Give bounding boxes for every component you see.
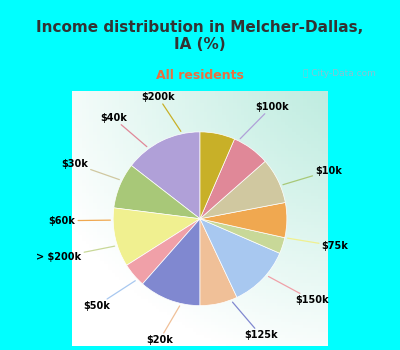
Text: $150k: $150k [268,276,328,305]
Text: $200k: $200k [141,92,181,131]
Text: $125k: $125k [232,302,278,341]
Wedge shape [142,219,200,306]
Text: All residents: All residents [156,69,244,82]
Text: > $200k: > $200k [36,246,115,262]
Text: $75k: $75k [288,238,348,251]
Text: $20k: $20k [146,306,180,345]
Wedge shape [131,132,200,219]
Text: Income distribution in Melcher-Dallas,
IA (%): Income distribution in Melcher-Dallas, I… [36,20,364,52]
Wedge shape [200,219,285,253]
Text: $50k: $50k [84,281,135,310]
Wedge shape [127,219,200,284]
Wedge shape [200,139,265,219]
Text: $30k: $30k [61,159,119,180]
Wedge shape [200,132,234,219]
Text: $60k: $60k [48,216,110,226]
Wedge shape [200,219,280,298]
Wedge shape [113,208,200,265]
Text: $40k: $40k [100,113,147,147]
Wedge shape [200,202,287,238]
Wedge shape [200,219,237,306]
Wedge shape [114,166,200,219]
Text: $10k: $10k [283,166,342,185]
Wedge shape [200,161,285,219]
Text: ⓘ City-Data.com: ⓘ City-Data.com [303,69,376,77]
Text: $100k: $100k [240,102,288,139]
